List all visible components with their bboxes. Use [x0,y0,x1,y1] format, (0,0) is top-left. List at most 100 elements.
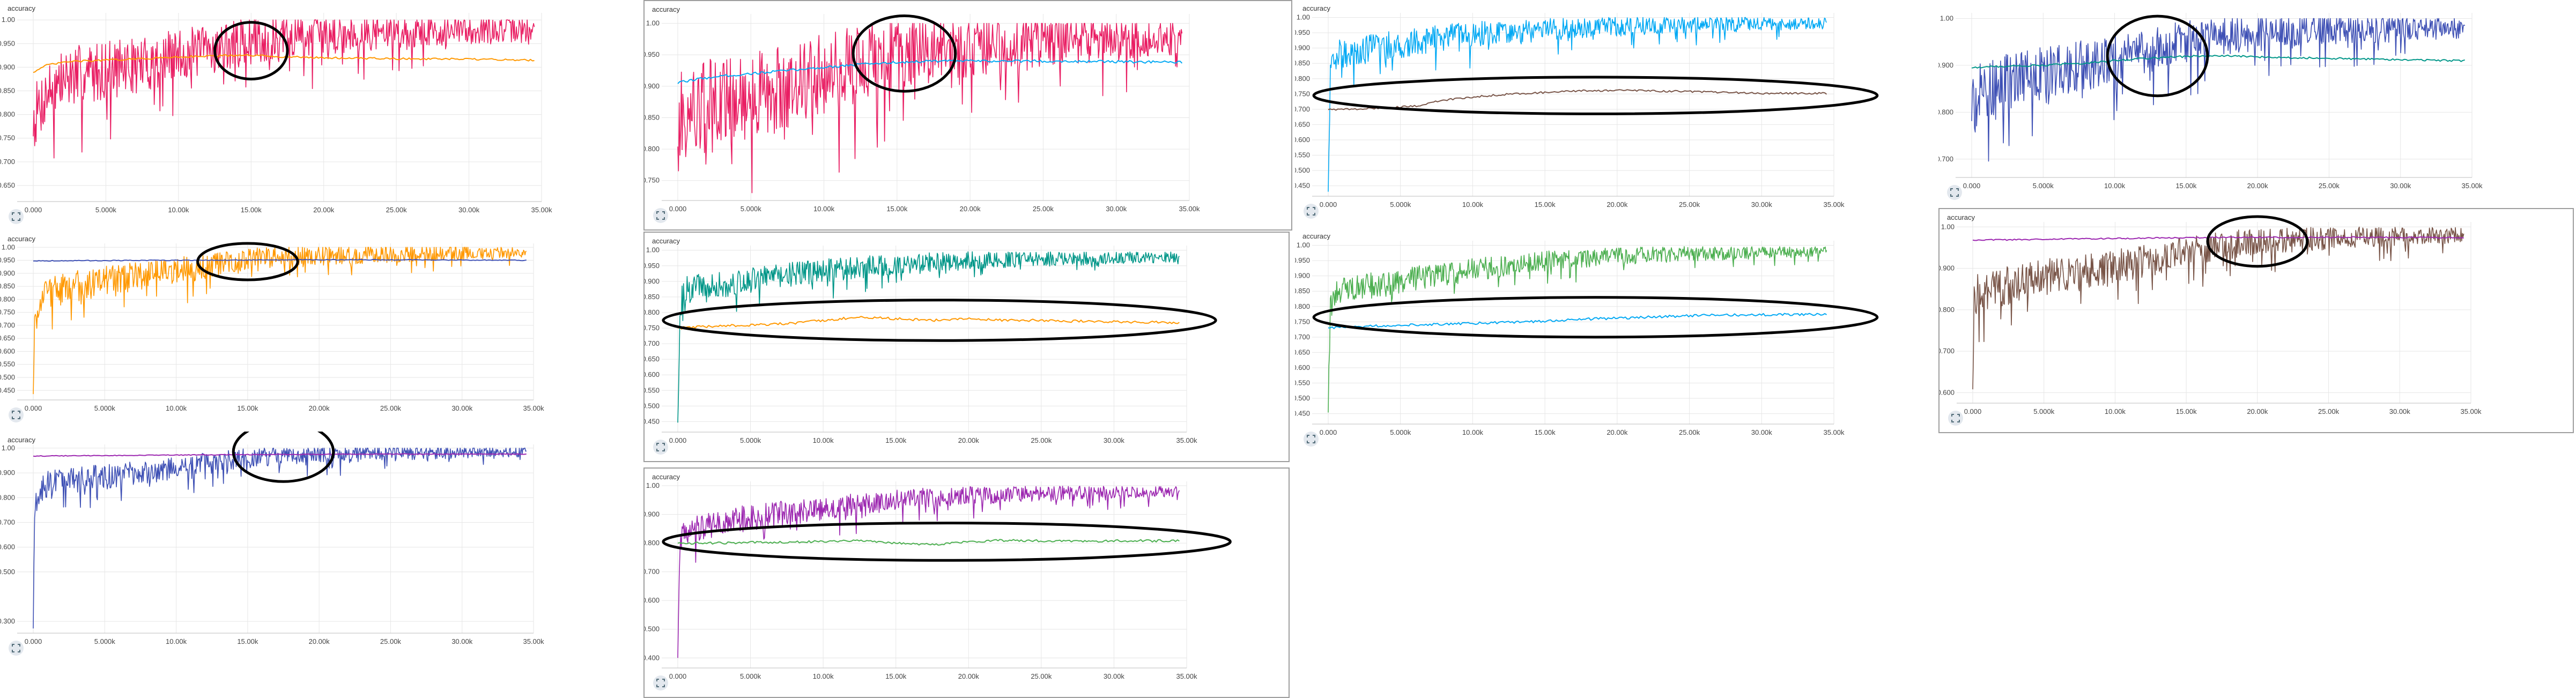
train-series-line [677,485,1180,658]
y-tick-label: 1.00 [1940,14,1953,22]
x-tick-label: 20.00k [2247,407,2268,415]
y-tick-label: 0.800 [0,295,15,303]
y-tick-label: 0.800 [645,539,660,547]
x-tick-label: 30.00k [1751,428,1773,436]
expand-icon[interactable] [9,209,24,224]
validation-series-line [677,539,1180,546]
validation-series-line [1328,89,1827,111]
y-tick-label: 0.550 [0,360,15,368]
x-tick-label: 30.00k [451,637,473,645]
y-tick-label: 0.450 [0,386,15,394]
expand-icon[interactable] [1948,411,1963,426]
y-tick-label: 0.450 [645,417,660,425]
y-tick-label: 0.750 [1295,90,1310,98]
y-tick-label: 0.700 [645,339,660,347]
expand-button-bg[interactable] [1304,204,1319,219]
x-tick-label: 25.00k [2318,407,2340,415]
expand-button-bg[interactable] [9,209,24,224]
expand-icon[interactable] [1947,185,1962,200]
x-tick-label: 30.00k [1104,672,1125,680]
chart-svg: accuracy 0.600 0.700 0.800 0.900 1.00 0.000 5.0… [1940,213,2482,426]
expand-glyph [12,212,20,221]
expand-icon[interactable] [653,675,668,690]
chart-title: accuracy [652,237,680,245]
y-tick-label: 1.00 [1297,241,1310,249]
y-tick-label: 0.700 [0,518,15,526]
y-tick-label: 0.900 [645,82,660,90]
expand-button-bg[interactable] [9,641,24,656]
y-tick-label: 1.00 [1941,222,1955,231]
expand-icon[interactable] [1304,204,1319,219]
x-tick-label: 15.00k [2176,407,2197,415]
y-tick-label: 0.950 [0,39,15,47]
highlight-ellipse [2206,215,2309,268]
x-tick-label: 15.00k [2175,182,2197,190]
expand-icon[interactable] [9,641,24,656]
x-tick-label: 25.00k [1679,428,1700,436]
expand-button-bg[interactable] [1947,185,1962,200]
x-tick-label: 10.00k [2104,182,2126,190]
x-tick-label: 35.00k [1179,205,1200,213]
validation-series-line [1972,236,2464,241]
expand-button-bg[interactable] [653,208,668,223]
x-tick-label: 0.000 [669,672,687,680]
y-tick-label: 0.450 [1295,182,1310,190]
y-tick-label: 0.700 [1295,333,1310,341]
x-tick-label: 5.000k [95,206,117,214]
y-tick-label: 0.700 [0,321,15,329]
x-tick-label: 20.00k [313,206,335,214]
chart-panel: accuracy 0.650 0.700 0.750 0.800 0.850 0.900 0.… [0,0,643,231]
y-tick-label: 0.900 [0,269,15,277]
x-tick-label: 25.00k [2319,182,2340,190]
x-tick-label: 20.00k [1607,428,1628,436]
x-tick-label: 25.00k [1033,205,1054,213]
chart-svg: accuracy 0.450 0.500 0.550 0.600 0.650 0.700 0.… [1295,232,1879,447]
y-tick-label: 0.600 [1295,363,1310,372]
y-tick-label: 0.800 [1295,302,1310,310]
y-tick-label: 0.800 [1938,108,1953,116]
y-tick-label: 0.600 [645,370,660,378]
x-tick-label: 30.00k [2390,182,2411,190]
y-tick-label: 0.900 [645,277,660,285]
expand-icon[interactable] [9,407,24,422]
y-tick-label: 0.850 [645,113,660,121]
chart-title: accuracy [8,436,36,444]
y-tick-label: 0.450 [1295,410,1310,418]
x-tick-label: 20.00k [2247,182,2269,190]
x-tick-label: 5.000k [2033,182,2054,190]
y-tick-label: 0.850 [0,282,15,290]
chart-title: accuracy [1302,4,1331,12]
y-tick-label: 0.800 [1295,75,1310,83]
x-tick-label: 10.00k [813,436,834,444]
y-tick-label: 0.800 [0,493,15,501]
x-tick-label: 10.00k [1462,201,1484,209]
y-tick-label: 0.800 [1940,306,1955,314]
x-tick-label: 35.00k [523,637,544,645]
y-tick-label: 0.400 [645,654,660,662]
expand-icon[interactable] [653,440,668,455]
y-tick-label: 0.500 [0,373,15,381]
x-tick-label: 10.00k [813,205,835,213]
x-tick-label: 15.00k [241,206,262,214]
chart-panel: accuracy 0.450 0.500 0.550 0.600 0.650 0.700 0.… [1295,228,1936,453]
x-tick-label: 10.00k [813,672,834,680]
x-tick-label: 5.000k [94,637,116,645]
x-tick-label: 35.00k [2460,407,2482,415]
y-tick-label: 0.500 [1295,394,1310,402]
expand-button-bg[interactable] [1948,411,1963,426]
chart-svg: accuracy 0.450 0.500 0.550 0.600 0.650 0.700 0.… [645,237,1217,455]
expand-button-bg[interactable] [9,407,24,422]
train-series-line [1328,17,1827,192]
x-tick-label: 35.00k [1176,436,1197,444]
y-tick-label: 0.700 [1938,155,1953,163]
y-tick-label: 0.600 [1940,388,1955,396]
expand-button-bg[interactable] [653,440,668,455]
expand-button-bg[interactable] [1304,432,1319,447]
chart-svg: accuracy 0.400 0.500 0.600 0.700 0.800 0.900 1.… [645,473,1232,690]
y-tick-label: 0.900 [1940,264,1955,272]
validation-series-line [1328,313,1827,329]
expand-icon[interactable] [1304,432,1319,447]
expand-icon[interactable] [653,208,668,223]
x-tick-label: 0.000 [1320,201,1337,209]
expand-button-bg[interactable] [653,675,668,690]
